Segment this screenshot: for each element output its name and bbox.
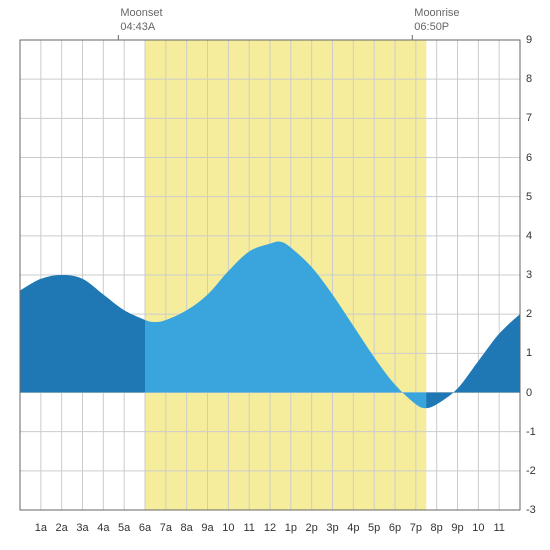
moonrise-annotation: Moonrise06:50P xyxy=(414,6,459,35)
y-tick-label: -3 xyxy=(526,504,536,516)
moonrise-time: 06:50P xyxy=(414,20,459,34)
y-tick-label: -1 xyxy=(526,426,536,438)
x-tick-label: 10 xyxy=(472,522,484,534)
y-tick-label: 6 xyxy=(526,152,532,164)
y-tick-label: 8 xyxy=(526,73,532,85)
x-tick-label: 11 xyxy=(493,522,504,534)
y-tick-label: -2 xyxy=(526,465,536,477)
x-tick-label: 12 xyxy=(264,522,276,534)
y-tick-label: 2 xyxy=(526,308,532,320)
y-tick-label: 3 xyxy=(526,269,532,281)
x-tick-label: 6p xyxy=(389,522,401,534)
x-tick-label: 11 xyxy=(243,522,254,534)
x-tick-label: 5a xyxy=(118,522,130,534)
x-tick-label: 3a xyxy=(76,522,88,534)
x-tick-label: 2a xyxy=(56,522,68,534)
moonset-title: Moonset xyxy=(120,6,162,20)
x-tick-label: 5p xyxy=(368,522,380,534)
moonset-time: 04:43A xyxy=(120,20,162,34)
y-tick-label: 5 xyxy=(526,191,532,203)
x-tick-label: 4a xyxy=(97,522,109,534)
x-tick-label: 9a xyxy=(201,522,213,534)
y-tick-label: 7 xyxy=(526,112,532,124)
chart-svg xyxy=(0,0,550,550)
moonset-annotation: Moonset04:43A xyxy=(120,6,162,35)
x-tick-label: 4p xyxy=(347,522,359,534)
x-tick-label: 8a xyxy=(181,522,193,534)
x-tick-label: 3p xyxy=(326,522,338,534)
x-tick-label: 9p xyxy=(451,522,463,534)
y-tick-label: 4 xyxy=(526,230,532,242)
tide-chart: Moonset04:43A Moonrise06:50P 1a 2a 3a 4a 5a 6a… xyxy=(0,0,550,550)
x-tick-label: 7p xyxy=(410,522,422,534)
moonrise-title: Moonrise xyxy=(414,6,459,20)
x-tick-label: 8p xyxy=(431,522,443,534)
y-tick-label: 1 xyxy=(526,347,532,359)
x-tick-label: 1p xyxy=(285,522,297,534)
y-tick-label: 9 xyxy=(526,34,532,46)
y-tick-label: 0 xyxy=(526,387,532,399)
x-tick-label: 1a xyxy=(35,522,47,534)
x-tick-label: 2p xyxy=(306,522,318,534)
x-tick-label: 6a xyxy=(139,522,151,534)
x-tick-label: 10 xyxy=(222,522,234,534)
x-tick-label: 7a xyxy=(160,522,172,534)
